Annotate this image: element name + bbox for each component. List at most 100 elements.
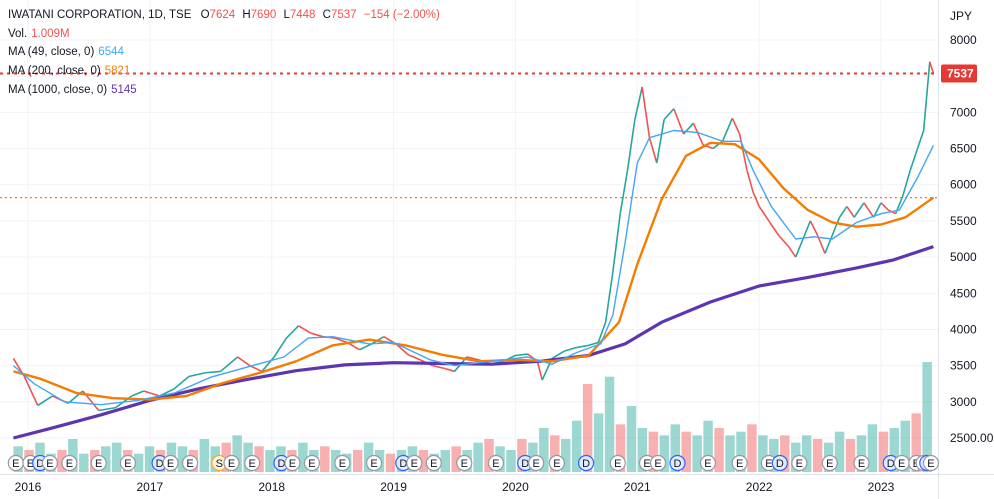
volume-bar-76 [845, 439, 856, 472]
volume-bar-11 [133, 453, 144, 472]
price-segment-70 [787, 245, 797, 258]
event-marker-31[interactable] [699, 454, 717, 472]
price-tick-label-8: 4000 [950, 322, 977, 336]
event-marker-19[interactable] [406, 454, 423, 472]
price-segment-41 [536, 361, 544, 381]
event-marker-37[interactable] [853, 454, 870, 472]
currency-label[interactable]: JPY [950, 9, 972, 23]
event-marker-6[interactable] [119, 454, 137, 472]
event-marker-12[interactable] [244, 454, 261, 472]
price-segment-66 [752, 191, 760, 207]
volume-bar-37 [418, 450, 429, 472]
price-segment-39 [515, 353, 528, 357]
price-segment-73 [809, 220, 819, 236]
event-marker-35[interactable] [791, 454, 808, 472]
price-segment-71 [794, 238, 804, 258]
event-marker-43[interactable] [922, 454, 940, 472]
price-segment-82 [880, 202, 889, 211]
legend-ma200-row[interactable]: MA (200, close, 0) 5821 [8, 62, 440, 81]
event-marker-34[interactable] [771, 454, 788, 472]
event-marker-label-8: E [167, 458, 174, 470]
price-segment-72 [802, 220, 812, 240]
event-marker-label-6: E [124, 458, 131, 470]
event-marker-label-32: E [736, 458, 743, 470]
price-segment-29 [395, 343, 409, 356]
price-segment-10 [143, 390, 160, 397]
event-marker-label-2: D [36, 458, 44, 470]
event-marker-17[interactable] [365, 454, 383, 472]
event-marker-26[interactable] [578, 454, 595, 472]
price-segment-48 [604, 271, 614, 323]
volume-bar-70 [780, 435, 790, 472]
price-segment-64 [738, 133, 748, 171]
event-marker-24[interactable] [528, 454, 545, 472]
volume-bar-67 [747, 424, 757, 472]
event-marker-9[interactable] [181, 454, 199, 472]
volume-bar-52 [582, 384, 593, 472]
legend-ma1000-value: 5145 [111, 83, 137, 96]
legend-ma49-label: MA (49, close, 0) [8, 46, 95, 59]
event-marker-8[interactable] [162, 454, 179, 472]
price-segment-69 [778, 234, 789, 247]
legend-volume-row[interactable]: Vol. 1.009M [8, 25, 440, 44]
event-marker-22[interactable] [487, 454, 505, 472]
volume-bar-45 [506, 450, 516, 472]
event-marker-label-17: E [370, 458, 377, 470]
time-tick-label-1: 2017 [137, 480, 164, 494]
volume-bar-6 [79, 453, 89, 472]
event-marker-label-7: D [156, 458, 164, 470]
event-marker-20[interactable] [425, 454, 442, 472]
legend-high: 7690 [250, 9, 277, 21]
ma49-line[interactable] [12, 129, 935, 406]
volume-bar-80 [889, 428, 900, 472]
event-marker-4[interactable] [61, 454, 78, 472]
legend-close-label: C [322, 9, 331, 21]
legend-ma1000-row[interactable]: MA (1000, close, 0) 5145 [8, 81, 440, 100]
price-segment-32 [432, 364, 445, 370]
volume-bar-54 [604, 376, 615, 472]
event-marker-30[interactable] [669, 454, 686, 472]
ma200-line[interactable] [13, 141, 935, 401]
event-marker-label-19: E [411, 458, 418, 470]
volume-bar-63 [703, 420, 713, 472]
price-tick-label-4: 6000 [950, 178, 977, 192]
legend-ma49-value: 6544 [98, 46, 124, 59]
legend-ma49-row[interactable]: MA (49, close, 0) 6544 [8, 43, 440, 62]
event-marker-29[interactable] [649, 454, 667, 472]
event-marker-36[interactable] [821, 454, 838, 472]
volume-bar-75 [834, 431, 845, 472]
event-marker-label-35: E [796, 458, 803, 470]
volume-bar-59 [659, 435, 670, 472]
last-price-badge[interactable] [941, 64, 977, 83]
volume-bar-60 [670, 424, 680, 472]
event-marker-21[interactable] [456, 454, 473, 472]
legend-change: −154 (−2.00%) [363, 9, 440, 21]
event-marker-label-39: E [898, 458, 905, 470]
event-marker-15[interactable] [303, 454, 321, 472]
legend-symbol[interactable]: IWATANI CORPORATION, 1D, TSE [8, 9, 192, 21]
event-marker-label-13: D [277, 458, 285, 470]
price-segment-52 [634, 86, 643, 120]
event-marker-label-29: E [654, 458, 661, 470]
price-segment-18 [261, 356, 275, 372]
event-marker-5[interactable] [90, 454, 107, 472]
price-segment-81 [872, 202, 882, 218]
volume-bar-12 [144, 446, 155, 472]
price-segment-51 [626, 119, 636, 171]
event-marker-25[interactable] [548, 454, 565, 472]
price-segment-79 [853, 202, 865, 218]
event-marker-11[interactable] [223, 454, 240, 472]
event-marker-32[interactable] [731, 454, 748, 472]
event-marker-16[interactable] [334, 454, 351, 472]
event-marker-3[interactable] [41, 454, 59, 472]
event-marker-label-43: E [927, 458, 934, 470]
event-marker-27[interactable] [609, 454, 626, 472]
volume-bar-43 [484, 439, 494, 472]
event-marker-14[interactable] [284, 454, 301, 472]
price-segment-47 [597, 321, 607, 343]
volume-bar-20 [232, 435, 242, 472]
volume-bar-62 [692, 435, 702, 472]
ma1000-line[interactable] [12, 245, 934, 440]
volume-bar-26 [298, 442, 308, 472]
